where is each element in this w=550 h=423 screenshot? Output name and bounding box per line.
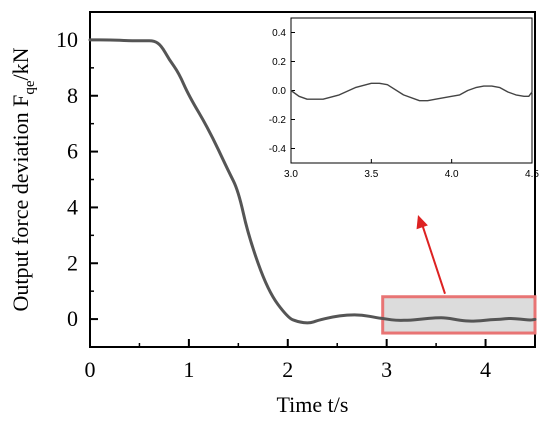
- inset-y-tick-label: -0.4: [269, 144, 287, 155]
- inset-x-tick-label: 4.5: [525, 169, 539, 180]
- x-tick-label: 3: [381, 357, 392, 382]
- zoom-arrow-shaft: [420, 220, 446, 295]
- main-plot: 0 1 2 3 4 0 2 4 6 8 10 Time t/s Output force devi…: [8, 11, 537, 417]
- x-tick-label: 2: [282, 357, 293, 382]
- y-axis-title: Output force deviation Fqe/kN: [8, 47, 38, 311]
- inset-y-tick-label: 0.4: [272, 28, 286, 39]
- y-axis-title-unit: /kN: [8, 47, 33, 80]
- y-tick-label: 8: [67, 83, 78, 108]
- y-tick-label: 2: [67, 250, 78, 275]
- zoom-arrow: [416, 215, 446, 295]
- main-y-axis: 0 2 4 6 8 10: [56, 27, 98, 331]
- main-x-axis: 0 1 2 3 4: [85, 339, 491, 382]
- inset-y-tick-label: 0.0: [272, 86, 286, 97]
- inset-x-axis: 3.0 3.5 4.0 4.5: [284, 159, 539, 180]
- highlight-region: [381, 295, 537, 335]
- inset-x-tick-label: 4.0: [445, 169, 459, 180]
- zoom-arrow-head: [416, 215, 428, 230]
- inset-plot: 3.0 3.5 4.0 4.5 0.4 0.2 0.0 -0.2 -0.4: [269, 17, 539, 180]
- highlight-box: [381, 295, 537, 335]
- inset-y-axis: 0.4 0.2 0.0 -0.2 -0.4: [269, 28, 295, 155]
- y-tick-label: 0: [67, 306, 78, 331]
- y-tick-label: 4: [67, 194, 78, 219]
- inset-y-tick-label: -0.2: [269, 115, 287, 126]
- inset-plot-frame: [290, 17, 533, 164]
- inset-x-tick-label: 3.5: [364, 169, 378, 180]
- y-axis-title-main: Output force deviation F: [8, 95, 33, 312]
- y-axis-title-subscript: qe: [22, 80, 38, 95]
- inset-series-line: [290, 82, 533, 102]
- x-axis-title: Time t/s: [277, 392, 349, 417]
- main-series-line: [88, 38, 537, 325]
- y-tick-label: 6: [67, 139, 78, 164]
- inset-x-tick-label: 3.0: [284, 169, 298, 180]
- y-tick-label: 10: [56, 27, 78, 52]
- x-tick-label: 4: [480, 357, 491, 382]
- x-tick-label: 1: [183, 357, 194, 382]
- inset-y-tick-label: 0.2: [272, 57, 286, 68]
- x-tick-label: 0: [85, 357, 96, 382]
